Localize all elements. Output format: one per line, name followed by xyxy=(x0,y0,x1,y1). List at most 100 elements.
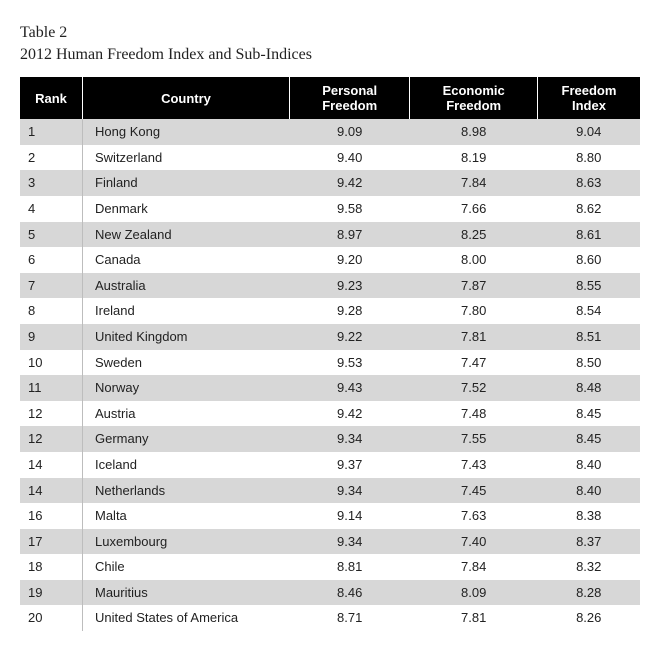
cell-pf: 9.23 xyxy=(290,273,410,299)
table-row: 11Norway9.437.528.48 xyxy=(20,375,640,401)
cell-ef: 7.48 xyxy=(410,401,538,427)
cell-country: Austria xyxy=(83,401,290,427)
cell-ef: 8.09 xyxy=(410,580,538,606)
cell-fi: 8.28 xyxy=(537,580,640,606)
cell-fi: 8.40 xyxy=(537,478,640,504)
cell-rank: 4 xyxy=(20,196,83,222)
cell-country: United Kingdom xyxy=(83,324,290,350)
cell-fi: 8.40 xyxy=(537,452,640,478)
cell-rank: 14 xyxy=(20,478,83,504)
cell-rank: 1 xyxy=(20,119,83,145)
cell-fi: 8.80 xyxy=(537,145,640,171)
table-row: 3Finland9.427.848.63 xyxy=(20,170,640,196)
table-row: 7Australia9.237.878.55 xyxy=(20,273,640,299)
cell-fi: 8.51 xyxy=(537,324,640,350)
cell-pf: 9.28 xyxy=(290,298,410,324)
cell-rank: 12 xyxy=(20,426,83,452)
cell-pf: 9.53 xyxy=(290,350,410,376)
cell-rank: 18 xyxy=(20,554,83,580)
table-row: 16Malta9.147.638.38 xyxy=(20,503,640,529)
cell-ef: 8.19 xyxy=(410,145,538,171)
cell-pf: 9.34 xyxy=(290,478,410,504)
cell-fi: 8.45 xyxy=(537,401,640,427)
table-row: 18Chile8.817.848.32 xyxy=(20,554,640,580)
cell-country: Canada xyxy=(83,247,290,273)
cell-country: Malta xyxy=(83,503,290,529)
table-row: 19Mauritius8.468.098.28 xyxy=(20,580,640,606)
cell-fi: 8.45 xyxy=(537,426,640,452)
cell-pf: 8.81 xyxy=(290,554,410,580)
cell-fi: 8.32 xyxy=(537,554,640,580)
cell-ef: 7.63 xyxy=(410,503,538,529)
cell-rank: 8 xyxy=(20,298,83,324)
table-row: 12Austria9.427.488.45 xyxy=(20,401,640,427)
cell-pf: 8.46 xyxy=(290,580,410,606)
cell-ef: 8.00 xyxy=(410,247,538,273)
cell-rank: 9 xyxy=(20,324,83,350)
cell-country: Chile xyxy=(83,554,290,580)
cell-pf: 9.40 xyxy=(290,145,410,171)
cell-pf: 9.09 xyxy=(290,119,410,145)
col-header-ef: Economic Freedom xyxy=(410,77,538,119)
cell-rank: 6 xyxy=(20,247,83,273)
cell-rank: 5 xyxy=(20,222,83,248)
table-row: 10Sweden9.537.478.50 xyxy=(20,350,640,376)
cell-fi: 8.55 xyxy=(537,273,640,299)
cell-ef: 7.55 xyxy=(410,426,538,452)
cell-country: Finland xyxy=(83,170,290,196)
cell-fi: 9.04 xyxy=(537,119,640,145)
cell-rank: 10 xyxy=(20,350,83,376)
cell-rank: 19 xyxy=(20,580,83,606)
cell-ef: 7.87 xyxy=(410,273,538,299)
cell-pf: 9.34 xyxy=(290,426,410,452)
cell-ef: 7.84 xyxy=(410,170,538,196)
cell-pf: 9.42 xyxy=(290,170,410,196)
table-row: 5New Zealand8.978.258.61 xyxy=(20,222,640,248)
table-body: 1Hong Kong9.098.989.042Switzerland9.408.… xyxy=(20,119,640,631)
cell-pf: 8.97 xyxy=(290,222,410,248)
cell-ef: 8.98 xyxy=(410,119,538,145)
table-row: 14Netherlands9.347.458.40 xyxy=(20,478,640,504)
cell-country: Iceland xyxy=(83,452,290,478)
cell-rank: 3 xyxy=(20,170,83,196)
col-header-fi: Freedom Index xyxy=(537,77,640,119)
cell-fi: 8.48 xyxy=(537,375,640,401)
cell-rank: 17 xyxy=(20,529,83,555)
cell-ef: 7.84 xyxy=(410,554,538,580)
cell-rank: 2 xyxy=(20,145,83,171)
table-row: 9United Kingdom9.227.818.51 xyxy=(20,324,640,350)
table-caption: Table 2 2012 Human Freedom Index and Sub… xyxy=(20,22,640,65)
cell-fi: 8.60 xyxy=(537,247,640,273)
cell-country: United States of America xyxy=(83,605,290,631)
col-header-country: Country xyxy=(83,77,290,119)
cell-rank: 20 xyxy=(20,605,83,631)
cell-country: Luxembourg xyxy=(83,529,290,555)
table-row: 6Canada9.208.008.60 xyxy=(20,247,640,273)
caption-line1: Table 2 xyxy=(20,22,640,44)
caption-line2: 2012 Human Freedom Index and Sub-Indices xyxy=(20,44,640,66)
cell-ef: 7.52 xyxy=(410,375,538,401)
table-row: 1Hong Kong9.098.989.04 xyxy=(20,119,640,145)
cell-country: Norway xyxy=(83,375,290,401)
cell-ef: 7.45 xyxy=(410,478,538,504)
cell-fi: 8.63 xyxy=(537,170,640,196)
cell-pf: 9.58 xyxy=(290,196,410,222)
cell-ef: 7.47 xyxy=(410,350,538,376)
cell-pf: 9.43 xyxy=(290,375,410,401)
cell-pf: 8.71 xyxy=(290,605,410,631)
cell-rank: 7 xyxy=(20,273,83,299)
cell-rank: 14 xyxy=(20,452,83,478)
cell-rank: 11 xyxy=(20,375,83,401)
table-row: 12Germany9.347.558.45 xyxy=(20,426,640,452)
cell-country: New Zealand xyxy=(83,222,290,248)
col-header-pf: Personal Freedom xyxy=(290,77,410,119)
cell-pf: 9.22 xyxy=(290,324,410,350)
cell-pf: 9.34 xyxy=(290,529,410,555)
cell-fi: 8.61 xyxy=(537,222,640,248)
table-header-row: Rank Country Personal Freedom Economic F… xyxy=(20,77,640,119)
table-row: 14Iceland9.377.438.40 xyxy=(20,452,640,478)
cell-fi: 8.62 xyxy=(537,196,640,222)
cell-ef: 7.80 xyxy=(410,298,538,324)
cell-pf: 9.37 xyxy=(290,452,410,478)
cell-country: Mauritius xyxy=(83,580,290,606)
